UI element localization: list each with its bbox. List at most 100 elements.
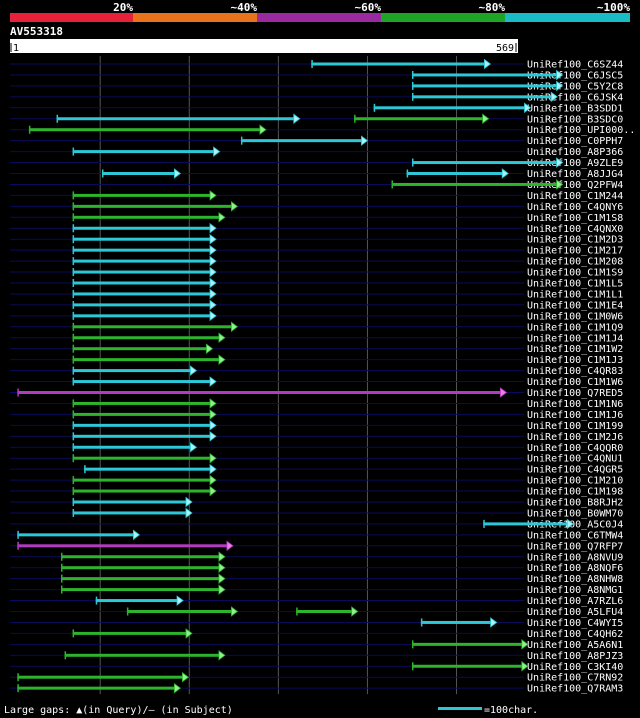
hit-bar[interactable] (391, 182, 558, 186)
hit-bar[interactable] (72, 380, 212, 384)
hit-bar[interactable] (72, 401, 212, 405)
hit-label[interactable]: UniRef100_B0WM70 (527, 508, 623, 519)
hit-bar[interactable] (411, 84, 558, 88)
hit-bar[interactable] (28, 128, 261, 132)
hit-label[interactable]: UniRef100_A8NVU9 (527, 552, 623, 563)
hit-bar[interactable] (72, 150, 215, 154)
hit-bar[interactable] (60, 566, 220, 570)
hit-label[interactable]: UniRef100_C0PPH7 (527, 136, 623, 147)
hit-label[interactable]: UniRef100_C1M199 (527, 421, 623, 432)
hit-label[interactable]: UniRef100_C1M1E4 (527, 300, 623, 311)
hit-bar[interactable] (17, 391, 502, 394)
hit-bar[interactable] (72, 281, 212, 285)
hit-bar[interactable] (354, 117, 484, 121)
hit-bar[interactable] (240, 139, 363, 143)
hit-label[interactable]: UniRef100_C1M217 (527, 246, 623, 257)
hit-bar[interactable] (72, 369, 192, 373)
hit-bar[interactable] (72, 226, 212, 230)
hit-label[interactable]: UniRef100_Q7RFP7 (527, 541, 623, 552)
hit-bar[interactable] (411, 161, 558, 165)
hit-label[interactable]: UniRef100_Q7RAM3 (527, 684, 623, 695)
hit-bar[interactable] (64, 653, 220, 657)
hit-bar[interactable] (56, 117, 295, 121)
hit-label[interactable]: UniRef100_C5Y2C8 (527, 81, 623, 92)
hit-label[interactable]: UniRef100_C1M1W6 (527, 377, 623, 388)
hit-label[interactable]: UniRef100_A8JJG4 (527, 169, 623, 180)
hit-bar[interactable] (72, 259, 212, 263)
hit-label[interactable]: UniRef100_A8NHW8 (527, 574, 623, 585)
hit-label[interactable]: UniRef100_A9ZLE9 (527, 158, 623, 169)
hit-label[interactable]: UniRef100_C4QNY6 (527, 202, 623, 213)
hit-label[interactable]: UniRef100_C7RN92 (527, 673, 623, 684)
hit-label[interactable]: UniRef100_C6JSC5 (527, 70, 623, 81)
hit-bar[interactable] (72, 478, 212, 482)
hit-label[interactable]: UniRef100_Q2PFW4 (527, 180, 623, 191)
hit-bar[interactable] (95, 599, 179, 603)
hit-bar[interactable] (72, 456, 212, 460)
hit-label[interactable]: UniRef100_C1M1W2 (527, 344, 623, 355)
hit-bar[interactable] (72, 500, 187, 504)
hit-bar[interactable] (420, 620, 492, 624)
hit-label[interactable]: UniRef100_C4QGR5 (527, 465, 623, 476)
hit-label[interactable]: UniRef100_C1M2D3 (527, 235, 623, 246)
hit-bar[interactable] (72, 193, 212, 197)
hit-label[interactable]: UniRef100_B3SDD1 (527, 103, 623, 114)
hit-label[interactable]: UniRef100_A8NQF6 (527, 563, 623, 574)
hit-label[interactable]: UniRef100_C1M2J6 (527, 432, 623, 443)
hit-bar[interactable] (72, 204, 233, 208)
hit-bar[interactable] (411, 95, 553, 99)
hit-bar[interactable] (72, 215, 220, 219)
hit-label[interactable]: UniRef100_Q7RED5 (527, 388, 623, 399)
hit-bar[interactable] (126, 610, 233, 613)
hit-label[interactable]: UniRef100_C6TMW4 (527, 530, 623, 541)
hit-bar[interactable] (72, 511, 187, 515)
hit-label[interactable]: UniRef100_C1M1Q9 (527, 322, 623, 333)
hit-bar[interactable] (72, 336, 220, 340)
hit-bar[interactable] (311, 62, 486, 66)
hit-bar[interactable] (84, 467, 212, 471)
hit-bar[interactable] (17, 544, 228, 548)
hit-bar[interactable] (373, 106, 526, 110)
hit-label[interactable]: UniRef100_C6SZ44 (527, 60, 623, 71)
hit-label[interactable]: UniRef100_C4WYI5 (527, 618, 623, 629)
hit-bar[interactable] (72, 358, 220, 362)
hit-label[interactable]: UniRef100_A8P366 (527, 147, 623, 158)
hit-label[interactable]: UniRef100_C1M1S9 (527, 268, 623, 279)
hit-label[interactable]: UniRef100_C1M1L1 (527, 289, 623, 300)
hit-bar[interactable] (72, 303, 212, 307)
hit-label[interactable]: UniRef100_A5LFU4 (527, 607, 623, 618)
hit-label[interactable]: UniRef100_C1M1J3 (527, 355, 623, 366)
hit-label[interactable]: UniRef100_C4QQR0 (527, 443, 623, 454)
hit-bar[interactable] (17, 533, 135, 537)
hit-bar[interactable] (411, 73, 558, 77)
hit-label[interactable]: UniRef100_C4QR83 (527, 366, 623, 377)
hit-bar[interactable] (72, 248, 212, 252)
hit-bar[interactable] (411, 642, 523, 646)
hit-bar[interactable] (72, 631, 187, 635)
hit-bar[interactable] (101, 172, 176, 175)
hit-bar[interactable] (72, 347, 208, 351)
hit-label[interactable]: UniRef100_C4QNU1 (527, 454, 623, 465)
hit-bar[interactable] (72, 445, 192, 449)
hit-label[interactable]: UniRef100_C4QNX0 (527, 224, 623, 235)
hit-bar[interactable] (406, 172, 504, 175)
hit-label[interactable]: UniRef100_A8NMG1 (527, 585, 623, 596)
hit-label[interactable]: UniRef100_C1M244 (527, 191, 623, 202)
hit-label[interactable]: UniRef100_C6JSK4 (527, 92, 623, 103)
hit-label[interactable]: UniRef100_C1M210 (527, 476, 623, 487)
hit-bar[interactable] (60, 588, 220, 592)
hit-label[interactable]: UniRef100_C3KI40 (527, 662, 623, 673)
hit-bar[interactable] (296, 610, 353, 613)
hit-label[interactable]: UniRef100_C1M1N6 (527, 399, 623, 410)
hit-label[interactable]: UniRef100_C1M1L5 (527, 279, 623, 290)
hit-label[interactable]: UniRef100_C1M1S8 (527, 213, 623, 224)
hit-label[interactable]: UniRef100_UPI000.. (527, 125, 635, 136)
hit-bar[interactable] (72, 434, 212, 438)
hit-label[interactable]: UniRef100_C1M0W6 (527, 311, 623, 322)
hit-label[interactable]: UniRef100_C1M198 (527, 487, 623, 498)
hit-label[interactable]: UniRef100_A7RZL6 (527, 596, 623, 607)
hit-label[interactable]: UniRef100_C4QH62 (527, 629, 623, 640)
hit-bar[interactable] (483, 522, 569, 526)
hit-bar[interactable] (72, 489, 212, 493)
hit-label[interactable]: UniRef100_A5A6N1 (527, 640, 623, 651)
